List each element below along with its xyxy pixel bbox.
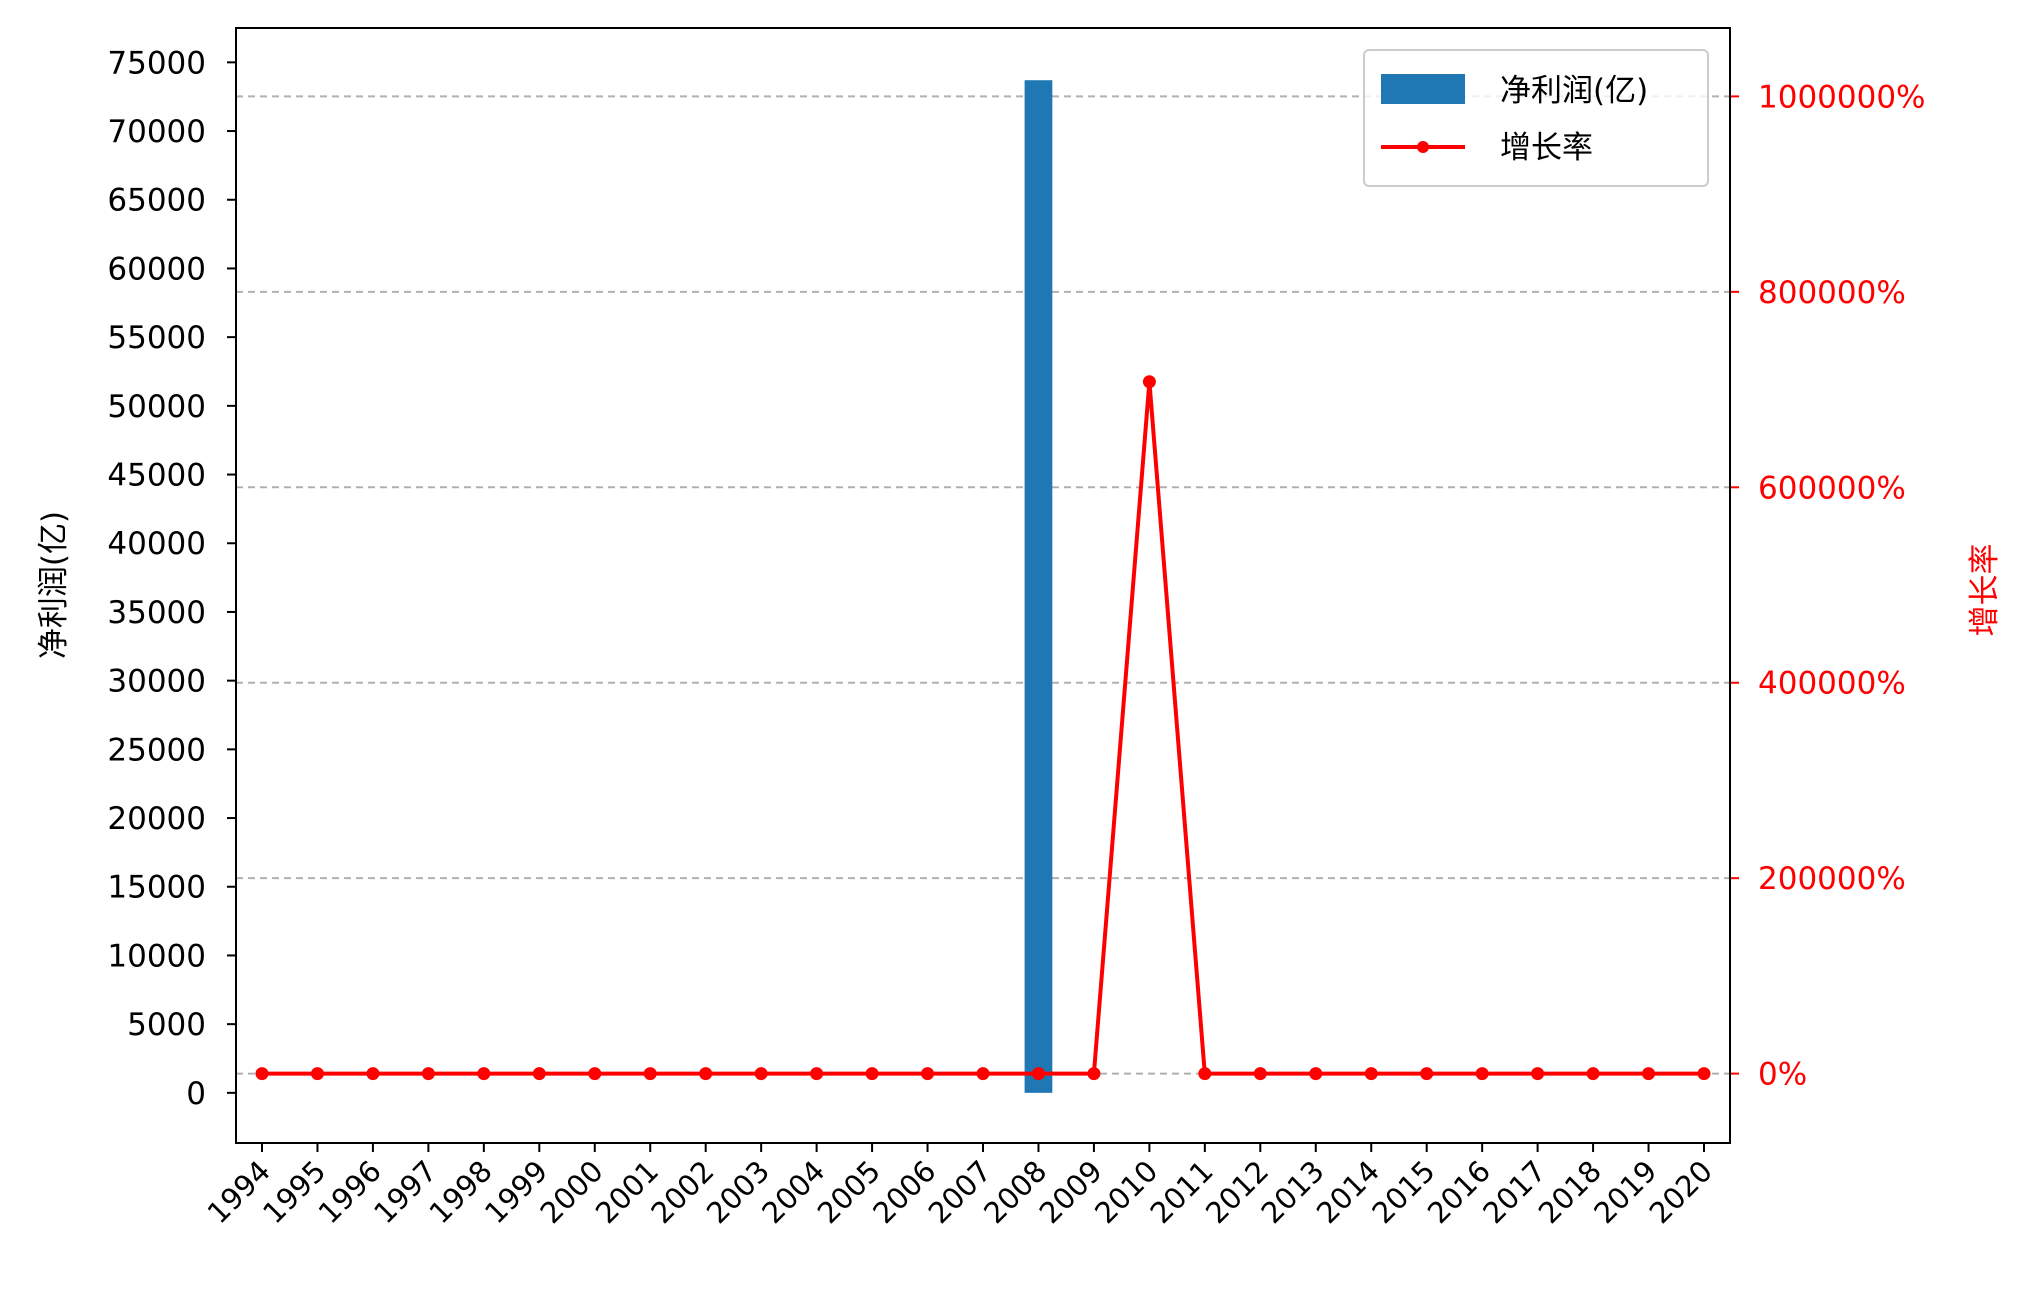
legend-label-net-profit: 净利润(亿) (1500, 73, 1648, 109)
lines (255, 375, 1711, 1081)
x-tick-label: 2020 (1643, 1154, 1719, 1230)
x-tick-label: 2000 (533, 1154, 609, 1230)
growth-rate-point (255, 1067, 269, 1081)
x-tick-label: 1999 (478, 1154, 554, 1230)
x-tick-label: 2010 (1088, 1154, 1164, 1230)
left-tick-label: 60000 (107, 251, 206, 287)
left-tick-label: 40000 (107, 526, 206, 562)
x-tick-label: 1994 (201, 1154, 277, 1230)
growth-rate-point (366, 1067, 380, 1081)
left-tick-label: 0 (186, 1076, 206, 1112)
growth-rate-point (976, 1067, 990, 1081)
x-tick-label: 2019 (1587, 1154, 1663, 1230)
growth-rate-point (921, 1067, 935, 1081)
growth-rate-point (699, 1067, 713, 1081)
growth-rate-point (1420, 1067, 1434, 1081)
left-tick-label: 20000 (107, 801, 206, 837)
y-axis-label-left: 净利润(亿) (36, 511, 72, 659)
left-tick-label: 75000 (107, 45, 206, 81)
x-tick-label: 2009 (1033, 1154, 1109, 1230)
legend-bar-swatch (1381, 74, 1465, 104)
x-tick-label: 2001 (589, 1154, 665, 1230)
right-tick-label: 600000% (1758, 470, 1906, 506)
x-tick-label: 2012 (1199, 1154, 1275, 1230)
right-axis: 0% 200000% 400000% 600000% 800000% 1000000% (1729, 28, 1926, 1143)
x-tick-label: 2005 (811, 1154, 887, 1230)
growth-rate-point (810, 1067, 824, 1081)
left-tick-label: 55000 (107, 320, 206, 356)
x-tick-label: 2017 (1476, 1154, 1552, 1230)
growth-rate-point (1309, 1067, 1323, 1081)
growth-rate-point (477, 1067, 491, 1081)
x-tick-label: 2011 (1144, 1154, 1220, 1230)
right-tick-label: 400000% (1758, 666, 1906, 702)
growth-rate-point (1697, 1067, 1711, 1081)
growth-rate-point (1253, 1067, 1267, 1081)
plot-background (236, 28, 1730, 1143)
right-tick-label: 200000% (1758, 861, 1906, 897)
growth-rate-point (1087, 1067, 1101, 1081)
x-tick-label: 2008 (977, 1154, 1053, 1230)
growth-rate-point (754, 1067, 768, 1081)
left-tick-label: 30000 (107, 664, 206, 700)
growth-rate-point (1142, 375, 1156, 389)
x-tick-label: 2016 (1421, 1154, 1497, 1230)
growth-rate-point (865, 1067, 879, 1081)
left-tick-label: 65000 (107, 183, 206, 219)
left-tick-label: 70000 (107, 114, 206, 150)
x-tick-label: 1998 (423, 1154, 499, 1230)
left-tick-label: 5000 (127, 1007, 206, 1043)
x-axis: 1994199519961997199819992000200120022003… (201, 1143, 1719, 1230)
growth-rate-point (588, 1067, 602, 1081)
x-tick-label: 2013 (1254, 1154, 1330, 1230)
x-tick-label: 2018 (1532, 1154, 1608, 1230)
growth-rate-point (1364, 1067, 1378, 1081)
right-tick-label: 800000% (1758, 275, 1906, 311)
left-tick-label: 10000 (107, 938, 206, 974)
growth-rate-point (421, 1067, 435, 1081)
right-tick-label: 1000000% (1758, 79, 1926, 115)
x-tick-label: 1995 (256, 1154, 332, 1230)
x-tick-label: 2002 (644, 1154, 720, 1230)
bar-net-profit (1024, 80, 1053, 1093)
growth-rate-point (1475, 1067, 1489, 1081)
left-tick-label: 35000 (107, 595, 206, 631)
x-tick-label: 2006 (866, 1154, 942, 1230)
y-axis-label-right: 增长率 (1967, 544, 2003, 637)
x-tick-label: 1996 (312, 1154, 388, 1230)
growth-rate-point (1198, 1067, 1212, 1081)
growth-rate-point (1586, 1067, 1600, 1081)
x-tick-label: 2004 (755, 1154, 831, 1230)
legend-label-growth-rate: 增长率 (1500, 130, 1593, 166)
left-tick-label: 50000 (107, 389, 206, 425)
left-tick-label: 25000 (107, 732, 206, 768)
left-tick-label: 15000 (107, 870, 206, 906)
growth-rate-point (1642, 1067, 1656, 1081)
legend: 净利润(亿) 增长率 (1363, 49, 1709, 187)
x-tick-label: 1997 (367, 1154, 443, 1230)
growth-rate-point (643, 1067, 657, 1081)
x-tick-label: 2014 (1310, 1154, 1386, 1230)
x-tick-label: 2003 (700, 1154, 776, 1230)
growth-rate-point (310, 1067, 324, 1081)
x-tick-label: 2015 (1365, 1154, 1441, 1230)
left-tick-label: 45000 (107, 458, 206, 494)
growth-rate-point (532, 1067, 546, 1081)
right-tick-label: 0% (1758, 1057, 1807, 1093)
growth-rate-point (1531, 1067, 1545, 1081)
growth-rate-point (1031, 1067, 1045, 1081)
legend-line-marker (1417, 141, 1429, 153)
x-tick-label: 2007 (922, 1154, 998, 1230)
left-axis: 0 5000 10000 15000 20000 25000 30000 35000 40000… (107, 45, 236, 1112)
bars (1024, 80, 1053, 1093)
